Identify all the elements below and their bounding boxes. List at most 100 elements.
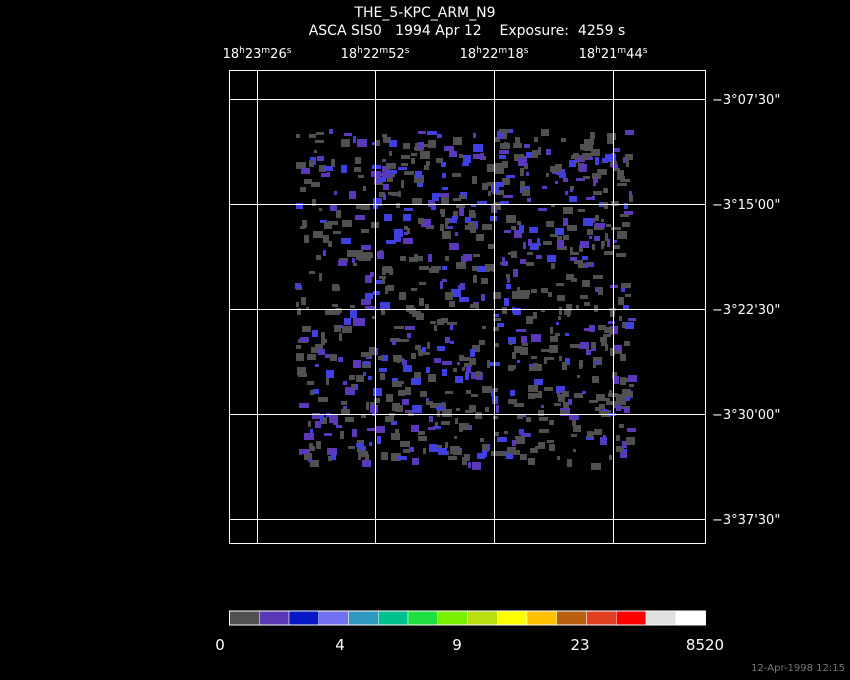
count-pixel	[612, 372, 617, 379]
count-pixel	[357, 250, 363, 255]
count-pixel	[440, 209, 443, 214]
count-pixel	[297, 367, 306, 375]
count-pixel	[595, 157, 599, 165]
count-pixel	[511, 251, 517, 258]
count-pixel	[454, 436, 457, 439]
count-pixel	[541, 309, 545, 312]
count-pixel	[433, 426, 441, 429]
count-pixel	[436, 407, 444, 410]
count-pixel	[424, 165, 429, 170]
dec-label: −3°30'00"	[712, 408, 780, 423]
count-pixel	[616, 405, 621, 411]
count-pixel	[598, 287, 603, 295]
count-pixel	[566, 304, 572, 311]
count-pixel	[574, 393, 583, 398]
count-pixel	[544, 387, 553, 391]
count-pixel	[574, 260, 583, 264]
count-pixel	[513, 269, 518, 277]
count-pixel	[394, 235, 401, 242]
count-pixel	[591, 149, 600, 156]
dec-label: −3°07'30"	[712, 93, 780, 108]
count-pixel	[334, 191, 337, 195]
count-pixel	[459, 423, 469, 430]
count-pixel	[456, 408, 460, 411]
count-pixel	[580, 144, 583, 150]
count-pixel	[624, 408, 630, 413]
count-pixel	[407, 333, 411, 338]
count-pixel	[361, 352, 371, 357]
count-pixel	[420, 151, 430, 159]
count-pixel	[583, 144, 593, 151]
count-pixel	[607, 140, 614, 144]
count-pixel	[502, 257, 505, 264]
count-pixel	[575, 159, 585, 162]
colorbar-cell	[467, 610, 498, 626]
count-pixel	[499, 129, 509, 133]
count-pixel	[347, 250, 357, 257]
count-pixel	[491, 451, 500, 456]
count-pixel	[349, 191, 356, 199]
count-pixel	[567, 314, 570, 317]
count-pixel	[405, 326, 415, 330]
count-pixel	[439, 193, 449, 197]
count-pixel	[440, 224, 444, 231]
count-pixel	[513, 308, 521, 315]
count-pixel	[625, 294, 631, 297]
count-pixel	[307, 381, 314, 385]
count-pixel	[300, 337, 309, 342]
count-pixel	[353, 263, 357, 266]
count-pixel	[506, 215, 516, 223]
count-pixel	[404, 232, 408, 235]
count-pixel	[500, 201, 509, 205]
count-pixel	[526, 262, 534, 266]
count-pixel	[614, 376, 619, 384]
count-pixel	[602, 158, 608, 163]
count-pixel	[497, 437, 507, 442]
count-pixel	[572, 420, 576, 426]
count-pixel	[330, 204, 337, 211]
count-pixel	[487, 164, 495, 172]
count-pixel	[471, 204, 476, 207]
count-pixel	[329, 415, 338, 423]
count-pixel	[578, 263, 588, 268]
count-pixel	[487, 182, 494, 186]
count-pixel	[442, 279, 447, 282]
count-pixel	[311, 182, 320, 187]
colorbar-cell	[675, 610, 706, 626]
count-pixel	[403, 365, 412, 372]
colorbar-cell	[378, 610, 409, 626]
count-pixel	[389, 140, 397, 147]
count-pixel	[495, 432, 499, 436]
count-pixel	[327, 448, 337, 455]
count-pixel	[466, 390, 471, 394]
plot-frame	[229, 70, 706, 544]
count-pixel	[445, 391, 453, 394]
count-pixel	[497, 323, 504, 327]
count-pixel	[309, 134, 316, 138]
count-pixel	[398, 456, 407, 460]
count-pixel	[609, 455, 612, 460]
count-pixel	[543, 241, 552, 245]
count-pixel	[499, 135, 503, 138]
count-pixel	[365, 306, 375, 309]
count-pixel	[385, 416, 394, 422]
count-pixel	[296, 162, 306, 169]
count-pixel	[573, 449, 576, 452]
count-pixel	[488, 191, 491, 196]
count-pixel	[361, 229, 369, 233]
count-pixel	[482, 450, 487, 457]
count-pixel	[368, 376, 372, 380]
count-pixel	[530, 243, 538, 250]
count-pixel	[491, 389, 495, 396]
count-pixel	[532, 150, 538, 158]
count-pixel	[445, 226, 453, 229]
count-pixel	[620, 450, 627, 458]
count-pixel	[380, 302, 390, 310]
count-pixel	[429, 444, 437, 452]
count-pixel	[446, 218, 449, 224]
count-pixel	[623, 305, 629, 309]
count-pixel	[550, 234, 558, 237]
count-pixel	[427, 131, 437, 135]
count-pixel	[440, 281, 443, 289]
count-pixel	[482, 224, 492, 230]
